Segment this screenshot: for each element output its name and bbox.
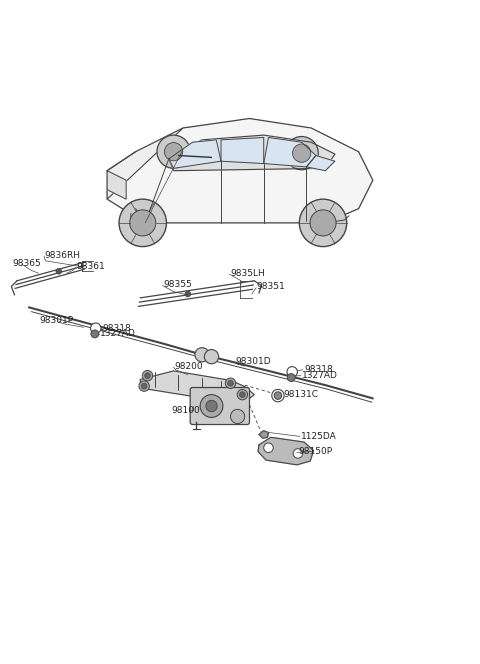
Circle shape [264, 443, 273, 452]
Circle shape [204, 349, 219, 364]
Polygon shape [306, 155, 335, 171]
Polygon shape [107, 171, 126, 199]
Circle shape [287, 367, 298, 377]
Text: 1327AD: 1327AD [100, 329, 136, 339]
Text: 98100: 98100 [171, 406, 200, 415]
Text: 1327AD: 1327AD [301, 371, 337, 380]
Text: 98200: 98200 [175, 362, 203, 371]
Circle shape [141, 383, 147, 389]
Text: 98318: 98318 [102, 324, 131, 333]
Text: 9836RH: 9836RH [45, 250, 81, 260]
FancyBboxPatch shape [190, 388, 250, 424]
Circle shape [130, 210, 156, 236]
Circle shape [288, 374, 295, 381]
Circle shape [142, 371, 153, 381]
Polygon shape [264, 137, 316, 167]
Polygon shape [258, 438, 313, 465]
Text: 98301P: 98301P [40, 315, 74, 325]
Circle shape [206, 400, 217, 412]
Circle shape [228, 380, 233, 386]
Circle shape [119, 199, 167, 246]
Text: 98355: 98355 [163, 280, 192, 289]
Circle shape [91, 330, 99, 338]
Text: 98131C: 98131C [284, 390, 319, 399]
Text: 98150P: 98150P [298, 447, 332, 456]
Circle shape [230, 409, 245, 424]
Circle shape [225, 378, 236, 388]
Polygon shape [259, 431, 268, 438]
Circle shape [285, 137, 318, 170]
Circle shape [165, 143, 183, 161]
Circle shape [240, 392, 245, 398]
Circle shape [310, 210, 336, 236]
Polygon shape [140, 371, 254, 402]
Circle shape [185, 291, 191, 297]
Circle shape [91, 323, 101, 333]
Circle shape [195, 348, 209, 362]
Polygon shape [221, 137, 264, 163]
Text: 98365: 98365 [12, 259, 41, 268]
Circle shape [293, 449, 302, 458]
Polygon shape [169, 135, 335, 171]
Text: 98318: 98318 [304, 365, 333, 374]
Circle shape [272, 389, 284, 402]
Text: 98361: 98361 [76, 262, 105, 271]
Circle shape [292, 144, 311, 162]
Text: 98351: 98351 [257, 282, 285, 291]
Circle shape [157, 135, 190, 168]
Circle shape [237, 389, 248, 400]
Polygon shape [107, 128, 183, 199]
Circle shape [200, 394, 223, 418]
Circle shape [144, 373, 150, 378]
Circle shape [56, 268, 61, 274]
Text: 1125DA: 1125DA [301, 432, 336, 441]
Polygon shape [107, 118, 373, 223]
Circle shape [139, 381, 149, 391]
Text: 98301D: 98301D [235, 357, 271, 366]
Text: 9835LH: 9835LH [230, 269, 265, 278]
Circle shape [300, 199, 347, 246]
Polygon shape [169, 140, 221, 168]
Circle shape [274, 392, 282, 399]
